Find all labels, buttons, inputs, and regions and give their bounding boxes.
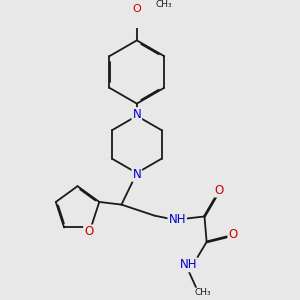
Text: N: N	[133, 108, 141, 121]
Text: O: O	[228, 228, 238, 241]
Text: O: O	[133, 4, 141, 14]
Text: O: O	[84, 225, 93, 239]
Text: NH: NH	[179, 258, 197, 271]
Text: NH: NH	[169, 214, 186, 226]
Text: CH₃: CH₃	[156, 0, 172, 9]
Text: O: O	[214, 184, 224, 196]
Text: N: N	[133, 168, 141, 181]
Text: CH₃: CH₃	[194, 288, 211, 297]
